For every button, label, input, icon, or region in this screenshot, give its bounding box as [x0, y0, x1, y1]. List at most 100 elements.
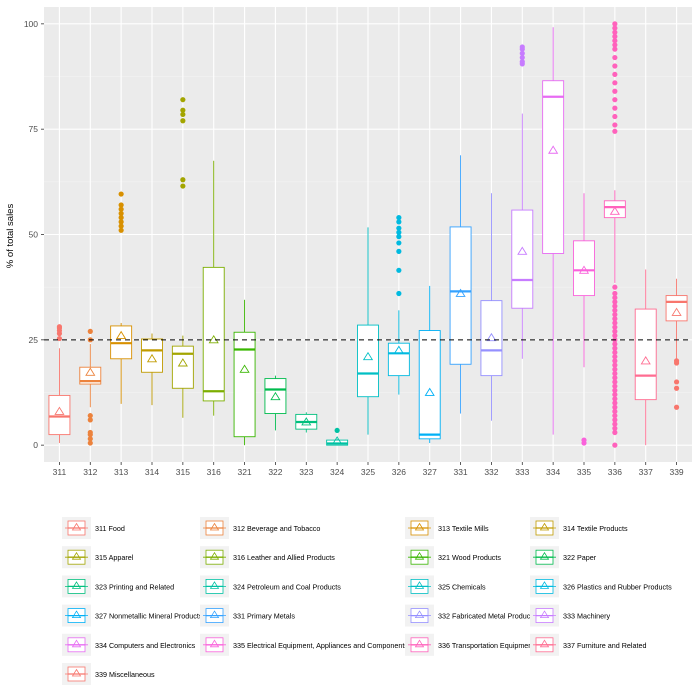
x-tick-label: 337 [639, 467, 653, 477]
x-tick-label: 333 [515, 467, 529, 477]
outlier-point [612, 362, 618, 368]
outlier-point [612, 295, 618, 301]
outlier-point [519, 59, 525, 65]
legend-key-mean [414, 522, 425, 531]
iqr-box [418, 330, 441, 440]
outlier-point [612, 284, 618, 290]
outlier-point [118, 202, 124, 208]
legend-key-mean [209, 551, 220, 560]
outlier-point [612, 324, 618, 330]
legend-item: 315 Apparel [62, 546, 134, 569]
box-332 [480, 193, 503, 421]
outlier-point [118, 191, 124, 197]
outlier-point [612, 299, 618, 305]
legend-label: 327 Nonmetallic Mineral Products [95, 612, 203, 621]
legend-key-mean [539, 551, 550, 560]
outlier-point [612, 311, 618, 318]
iqr-box [171, 345, 194, 389]
iqr-box [603, 200, 626, 219]
legend-label: 336 Transportation Equipment [438, 641, 534, 650]
box-314 [141, 333, 163, 406]
x-tick-label: 311 [53, 467, 67, 477]
iqr-box [511, 209, 534, 309]
iqr-box [48, 394, 71, 436]
outlier-point [612, 122, 618, 128]
outlier-point [396, 267, 402, 273]
outlier-point [612, 379, 618, 385]
legend-item: 326 Plastics and Rubber Products [530, 575, 672, 598]
box-337 [634, 269, 657, 446]
outlier-point [118, 219, 124, 225]
x-tick-label: 334 [546, 467, 560, 477]
x-tick-label: 325 [361, 467, 375, 477]
outlier-point [612, 408, 618, 415]
mean-marker [239, 364, 250, 373]
x-tick-label: 322 [268, 467, 282, 477]
mean-marker [517, 246, 528, 255]
outlier-point [56, 324, 63, 330]
legend-label: 324 Petroleum and Coal Products [233, 582, 341, 591]
mean-marker [393, 345, 404, 354]
outlier-point [180, 111, 186, 118]
outlier-point [612, 316, 618, 322]
outlier-point [612, 387, 618, 393]
outlier-point [612, 354, 618, 360]
outlier-point [612, 25, 618, 31]
outlier-point [612, 320, 618, 326]
outlier-point [612, 307, 618, 313]
box-323 [295, 412, 318, 433]
axes: 0 25 50 75 100 311 312 313 314 315 316 321 322 323 324… [24, 19, 684, 477]
legend-item: 339 Miscellaneous [62, 663, 155, 685]
box-325 [357, 227, 379, 435]
outlier-point [118, 215, 124, 221]
outlier-point [612, 54, 618, 61]
box-312 [79, 328, 102, 446]
legend-label: 331 Primary Metals [233, 612, 295, 621]
legend-item: 337 Furniture and Related [530, 633, 647, 656]
outlier-point [87, 440, 93, 446]
outlier-point [396, 240, 402, 246]
outlier-point [334, 427, 340, 434]
legend-label: 313 Textile Mills [438, 524, 489, 533]
x-tick-label: 331 [453, 467, 467, 477]
outlier-point [612, 63, 618, 69]
legend-key-mean [539, 581, 550, 589]
y-tick-label: 75 [29, 124, 39, 134]
outlier-point [612, 42, 618, 48]
box-327 [418, 285, 441, 444]
y-tick-label: 25 [29, 335, 39, 345]
legend-key-mean [71, 639, 82, 648]
legend-item: 316 Leather and Allied Products [200, 546, 335, 569]
x-tick-label: 324 [330, 467, 344, 477]
outlier-point [519, 44, 525, 50]
outlier-point [118, 223, 124, 229]
outlier-point [612, 46, 618, 52]
legend-item: 333 Machinery [530, 604, 611, 627]
outlier-point [612, 88, 618, 94]
outlier-point [673, 379, 680, 385]
outlier-point [180, 118, 186, 124]
legend-key-mean [209, 639, 220, 648]
legend-item: 335 Electrical Equipment, Appliances and… [200, 633, 408, 656]
mean-marker [609, 206, 620, 215]
outlier-point [87, 328, 93, 334]
x-tick-label: 327 [423, 467, 437, 477]
outlier-point [180, 107, 186, 113]
outlier-point [612, 33, 618, 40]
y-axis-label: % of total sales [5, 204, 16, 269]
outlier-point [56, 335, 63, 342]
box-331 [449, 155, 472, 414]
outlier-point [612, 128, 618, 134]
mean-marker [301, 417, 312, 426]
box-series [48, 21, 688, 448]
outlier-point [612, 375, 618, 381]
outlier-point [396, 219, 402, 225]
legend-key-mean [414, 551, 425, 560]
x-tick-label: 312 [83, 467, 97, 477]
iqr-box [634, 308, 657, 401]
legend-item: 331 Primary Metals [200, 604, 295, 627]
x-tick-label: 335 [577, 467, 591, 477]
legend-label: 335 Electrical Equipment, Appliances and… [233, 641, 408, 650]
outlier-point [612, 80, 618, 86]
legend-key-mean [539, 639, 550, 648]
